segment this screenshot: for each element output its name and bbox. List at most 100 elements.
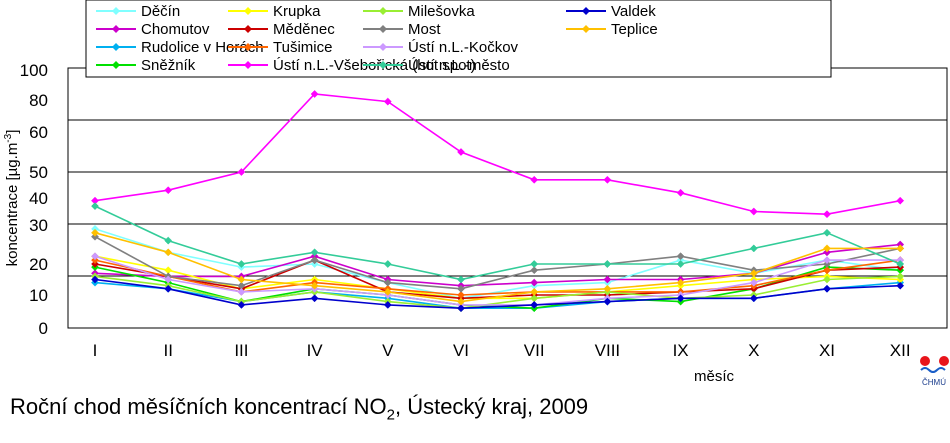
data-point [91, 275, 99, 284]
data-point [749, 244, 758, 253]
data-point [457, 304, 465, 313]
data-point [676, 278, 685, 287]
series-line [94, 228, 901, 300]
x-tick-label: II [163, 341, 172, 360]
data-point [896, 196, 905, 205]
legend-item: Rudolice v Horách [96, 39, 264, 56]
data-point [164, 248, 173, 257]
y-tick-label: 80 [29, 91, 48, 110]
legend-marker [244, 61, 252, 69]
series-line [94, 255, 901, 306]
data-point [91, 202, 99, 211]
data-point [530, 266, 539, 275]
data-point [164, 236, 173, 245]
chart-caption: Roční chod měsíčních koncentrací NO2, Ús… [10, 394, 589, 424]
data-point [896, 260, 905, 268]
legend-label: Valdek [611, 3, 656, 20]
data-point [457, 297, 465, 306]
x-tick-label: X [748, 341, 759, 360]
legend-marker [582, 7, 590, 15]
data-point [603, 275, 612, 284]
x-tick-label: VII [524, 341, 545, 360]
x-axis: I II III IV V VI VII VIII IX X XI XII [93, 341, 911, 360]
data-point [457, 275, 465, 284]
legend-label: Chomutov [141, 21, 210, 38]
data-point [749, 278, 758, 287]
y-tick-label: 50 [29, 163, 48, 182]
data-point [237, 168, 246, 176]
legend-box [85, 0, 832, 78]
y-tick-label: 20 [29, 255, 48, 274]
svg-text:ČHMÚ: ČHMÚ [922, 378, 946, 387]
y-tick-label: 100 [20, 61, 48, 80]
legend-item: Sněžník [96, 57, 196, 74]
x-axis-title: měsíc [694, 368, 735, 385]
data-point [164, 186, 173, 195]
data-point [383, 287, 392, 296]
data-point [676, 252, 685, 261]
x-tick-label: VI [453, 341, 469, 360]
data-point [823, 284, 831, 293]
data-point [164, 275, 173, 284]
legend-label: Most [408, 21, 441, 38]
series-group [91, 90, 905, 219]
data-point [896, 244, 905, 253]
data-point [749, 294, 758, 303]
legend-item: Teplice [566, 21, 658, 38]
legend-label: Teplice [611, 21, 658, 38]
data-point [823, 266, 831, 275]
legend-item: Most [363, 21, 441, 38]
data-point [310, 281, 319, 290]
y-axis-title: koncentrace [µg.m-3] [3, 130, 21, 267]
series-line [94, 93, 901, 216]
data-point [896, 272, 905, 281]
data-point [457, 284, 465, 293]
x-tick-label: I [93, 341, 98, 360]
legend-label: Tušimice [273, 39, 332, 56]
y-tick-label: 0 [39, 319, 48, 338]
legend-label: Měděnec [273, 21, 335, 38]
legend-marker [379, 43, 387, 51]
legend-marker [244, 43, 252, 51]
legend-marker [112, 7, 120, 15]
series-line [94, 275, 901, 310]
data-point [603, 297, 612, 306]
y-tick-label: 10 [29, 286, 48, 305]
data-point [91, 252, 99, 261]
y-tick-label: 40 [29, 189, 48, 208]
x-tick-label: XII [890, 341, 911, 360]
legend-marker [112, 43, 120, 51]
series-layer [91, 90, 905, 313]
y-tick-label: 60 [29, 123, 48, 142]
legend-label: Krupka [273, 3, 321, 20]
legend-marker [244, 25, 252, 33]
legend-marker [582, 25, 590, 33]
series-line [94, 232, 901, 303]
legend-item: Měděnec [228, 21, 335, 38]
data-point [383, 278, 392, 287]
legend-marker [379, 7, 387, 15]
data-point [91, 228, 99, 237]
series-line [94, 205, 901, 281]
legend-label: Rudolice v Horách [141, 39, 264, 56]
series-line [94, 278, 901, 310]
data-point [164, 284, 173, 293]
data-point [530, 278, 539, 287]
data-point [237, 275, 246, 284]
x-tick-label: XI [819, 341, 835, 360]
data-point [237, 287, 246, 296]
x-tick-label: V [382, 341, 394, 360]
data-point [676, 188, 685, 197]
data-point [530, 260, 539, 268]
series-group [91, 228, 905, 306]
legend-label: Ústí n.L.-Kočkov [408, 39, 519, 56]
legend-marker [379, 61, 387, 69]
data-point [676, 294, 685, 303]
data-point [310, 256, 319, 265]
data-point [383, 300, 392, 309]
data-point [896, 281, 905, 290]
data-point [823, 244, 831, 253]
legend-item: Tušimice [228, 39, 332, 56]
data-point [603, 284, 612, 293]
